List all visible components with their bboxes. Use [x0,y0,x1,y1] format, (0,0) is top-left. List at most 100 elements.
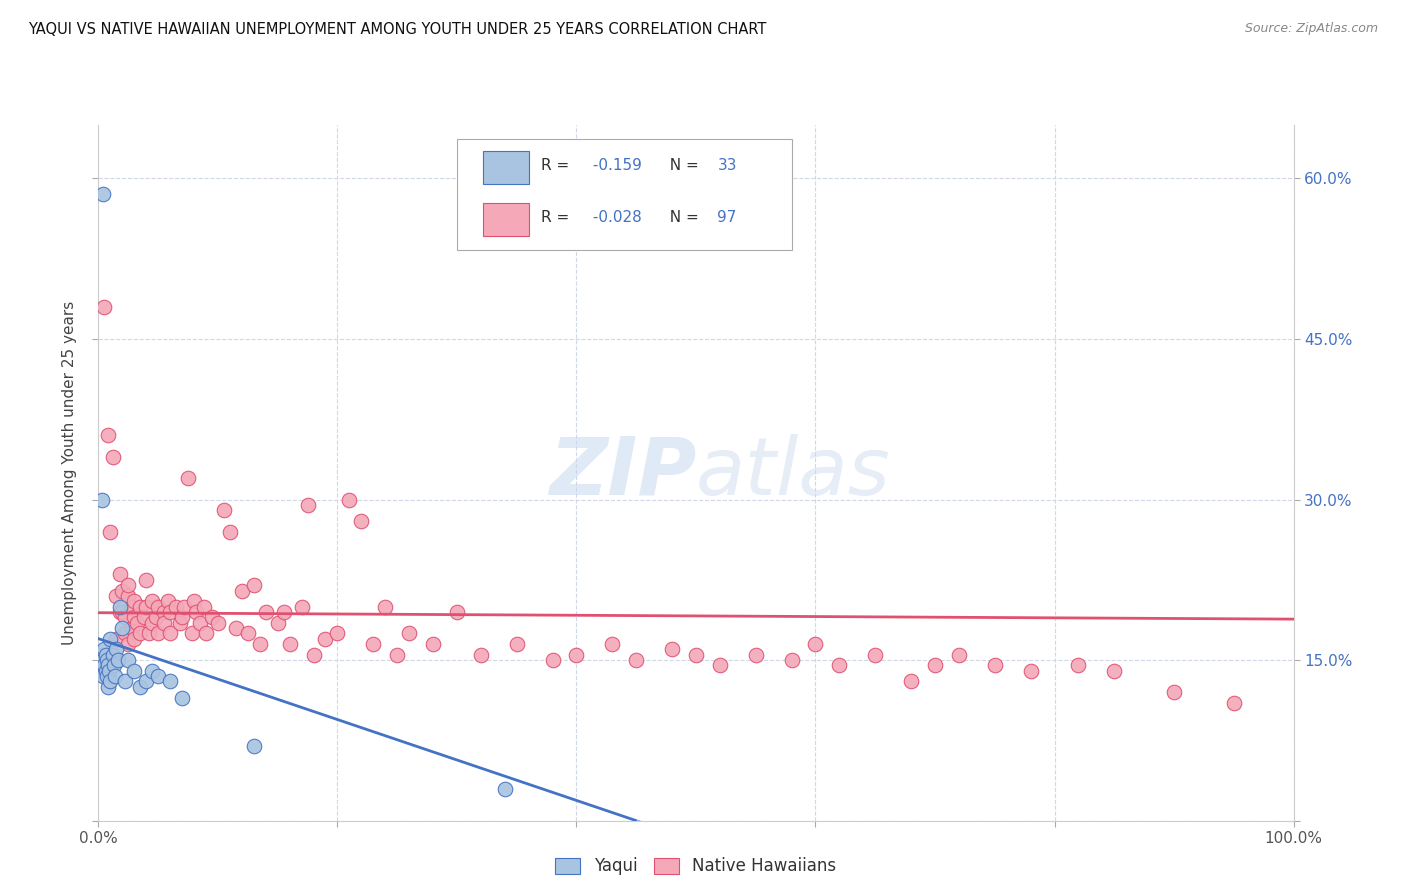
Point [273,605,295,619]
Point [1019,664,1042,678]
Point [105,632,128,646]
Point [249,637,271,651]
Point [117,653,139,667]
Point [145,610,167,624]
Point [98,524,122,539]
Point [201,610,224,624]
Point [124,610,146,624]
Point [231,583,253,598]
Point [278,637,301,651]
Point [948,648,970,662]
Point [98,664,121,678]
Point [117,589,139,603]
Point [91,187,114,202]
Point [385,648,409,662]
Point [107,653,129,667]
Point [828,658,851,673]
Point [363,637,385,651]
Point [661,642,683,657]
FancyBboxPatch shape [484,202,529,236]
Point [135,599,157,614]
Point [243,578,266,592]
Text: 33: 33 [717,158,737,173]
Text: ZIP: ZIP [548,434,696,512]
Point [135,573,157,587]
Text: 97: 97 [717,211,737,226]
Text: Source: ZipAtlas.com: Source: ZipAtlas.com [1244,22,1378,36]
Point [173,599,195,614]
Point [90,648,112,662]
Point [186,605,208,619]
Point [91,653,114,667]
Point [98,632,122,646]
Point [111,605,134,619]
Point [326,626,349,640]
Point [103,658,125,673]
Point [159,605,181,619]
Point [398,626,420,640]
Point [745,648,768,662]
Point [494,781,516,796]
Point [121,621,143,635]
Point [98,674,122,689]
Text: N =: N = [661,211,704,226]
Point [780,653,803,667]
Point [236,626,259,640]
Point [148,626,170,640]
Point [138,626,160,640]
Point [97,680,120,694]
Point [506,637,529,651]
Point [709,658,731,673]
Point [900,674,922,689]
Point [188,615,211,630]
Point [541,653,564,667]
Point [1102,664,1125,678]
Point [165,599,187,614]
Point [446,605,468,619]
Point [105,642,128,657]
Point [207,615,229,630]
Point [156,594,179,608]
Point [219,524,242,539]
Point [602,637,624,651]
Point [117,578,139,592]
Point [129,599,152,614]
Point [172,610,194,624]
Text: -0.028: -0.028 [588,211,643,226]
Point [108,567,131,582]
Point [111,621,134,635]
Point [177,471,200,485]
Point [129,626,152,640]
Point [91,492,114,507]
Point [121,599,143,614]
Point [153,615,176,630]
Point [339,492,360,507]
Point [159,626,181,640]
Point [97,658,120,673]
Point [135,674,157,689]
Point [124,664,146,678]
Point [183,594,205,608]
Point [108,605,131,619]
Point [111,583,134,598]
Point [863,648,887,662]
Point [804,637,827,651]
Point [254,605,277,619]
Y-axis label: Unemployment Among Youth under 25 years: Unemployment Among Youth under 25 years [62,301,77,645]
Point [124,632,146,646]
Point [302,648,325,662]
Point [125,615,148,630]
Point [626,653,648,667]
Text: N =: N = [661,158,704,173]
Point [91,664,114,678]
Point [141,615,163,630]
Point [315,632,337,646]
Point [297,498,319,512]
Point [225,621,247,635]
Point [374,599,396,614]
Point [194,626,218,640]
Point [193,599,215,614]
Point [93,642,115,657]
Text: R =: R = [540,158,574,173]
Point [129,680,152,694]
